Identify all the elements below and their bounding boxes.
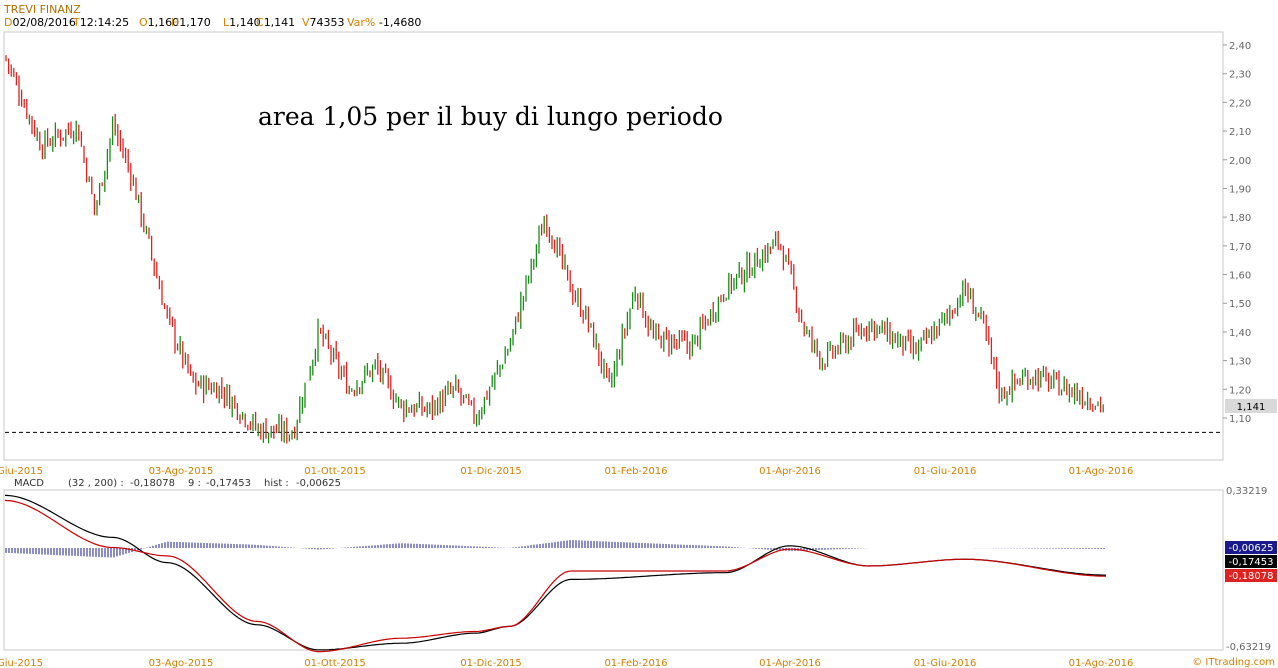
date-tick-label: 01-Ago-2016 <box>1069 658 1134 668</box>
price-tick-label: 2,40 <box>1229 41 1251 52</box>
macd-histogram <box>5 540 1105 558</box>
macd-params: (32 , 200) : <box>68 478 124 489</box>
header-field: C1,141 <box>256 16 295 29</box>
header-field: V74353 <box>302 16 345 29</box>
date-axis-bottom: -Giu-2015 03-Ago-2015 01-Ott-2015 01-Dic-20… <box>0 658 1133 668</box>
header-field: H1,170 <box>171 16 211 29</box>
date-tick-label: 01-Feb-2016 <box>604 466 667 477</box>
price-tick-label: 1,30 <box>1229 357 1251 368</box>
last-price-label: 1,141 <box>1237 402 1266 413</box>
header-field: Var% -1,4680 <box>347 16 421 29</box>
header-field: T12:14:25 <box>72 16 129 29</box>
price-tick-label: 1,50 <box>1229 299 1251 310</box>
macd-badge-label: -0,17453 <box>1229 557 1274 568</box>
price-tick-label: 2,10 <box>1229 127 1251 138</box>
header-field: L1,140 <box>223 16 261 29</box>
macd-badge <box>1225 555 1277 568</box>
macd-axis-bottom: -0,63219 <box>1226 642 1271 653</box>
date-tick-label: 03-Ago-2015 <box>149 466 214 477</box>
macd-badge <box>1225 541 1277 554</box>
macd-line <box>4 499 1107 653</box>
signal-value: -0,17453 <box>206 478 251 489</box>
price-tick-label: 1,60 <box>1229 271 1251 282</box>
date-tick-label: 01-Feb-2016 <box>604 658 667 668</box>
macd-badge-label: -0,00625 <box>1229 543 1274 554</box>
macd-name: MACD <box>14 478 44 489</box>
annotation-text: area 1,05 per il buy di lungo periodo <box>258 102 723 131</box>
date-tick-label: 01-Ott-2015 <box>304 466 365 477</box>
macd-panel <box>3 489 1224 651</box>
last-price-badge: 1,141 <box>1225 399 1277 413</box>
date-tick-label: -Giu-2015 <box>0 466 43 477</box>
price-tick-label: 1,20 <box>1229 385 1251 396</box>
date-tick-label: 03-Ago-2015 <box>149 658 214 668</box>
date-tick-label: 01-Ott-2015 <box>304 658 365 668</box>
macd-header: MACD (32 , 200) : -0,18078 9 : -0,17453 … <box>14 478 341 489</box>
price-tick-label: 1,80 <box>1229 213 1251 224</box>
macd-value: -0,18078 <box>130 478 175 489</box>
date-tick-label: 01-Dic-2015 <box>460 466 521 477</box>
price-tick-label: 2,20 <box>1229 98 1251 109</box>
price-tick-label: 2,00 <box>1229 156 1251 167</box>
price-panel <box>3 31 1224 461</box>
date-tick-label: 01-Giu-2016 <box>914 658 977 668</box>
macd-badge <box>1225 569 1277 582</box>
macd-axis-top: 0,33219 <box>1226 486 1267 497</box>
date-tick-label: 01-Apr-2016 <box>759 658 821 668</box>
signal-line <box>4 494 1106 651</box>
date-tick-label: 01-Dic-2015 <box>460 658 521 668</box>
date-tick-label: -Giu-2015 <box>0 658 43 668</box>
date-axis-top: -Giu-2015 03-Ago-2015 01-Ott-2015 01-Dic-20… <box>0 466 1133 477</box>
price-tick-label: 2,30 <box>1229 70 1251 81</box>
hist-label: hist : <box>264 478 289 489</box>
price-axis: 2,40 2,30 2,20 2,10 2,00 1,90 1,80 1,70 1,60 1,50… <box>1223 41 1251 425</box>
price-tick-label: 1,10 <box>1229 414 1251 425</box>
price-tick-label: 1,70 <box>1229 242 1251 253</box>
header-field: D02/08/2016 <box>4 16 76 29</box>
header-field: O1,160 <box>139 16 179 29</box>
price-bars <box>5 55 1104 444</box>
signal-label: 9 : <box>188 478 201 489</box>
instrument-title: TREVI FINANZ <box>3 3 81 16</box>
macd-badges: -0,00625 -0,17453 -0,18078 <box>1225 541 1277 582</box>
macd-badge-label: -0,18078 <box>1229 571 1274 582</box>
price-tick-label: 1,40 <box>1229 328 1251 339</box>
hist-value: -0,00625 <box>296 478 341 489</box>
price-tick-label: 1,90 <box>1229 184 1251 195</box>
date-tick-label: 01-Apr-2016 <box>759 466 821 477</box>
date-tick-label: 01-Ago-2016 <box>1069 466 1134 477</box>
watermark: © ITtrading.com <box>1192 657 1275 668</box>
date-tick-label: 01-Giu-2016 <box>914 466 977 477</box>
